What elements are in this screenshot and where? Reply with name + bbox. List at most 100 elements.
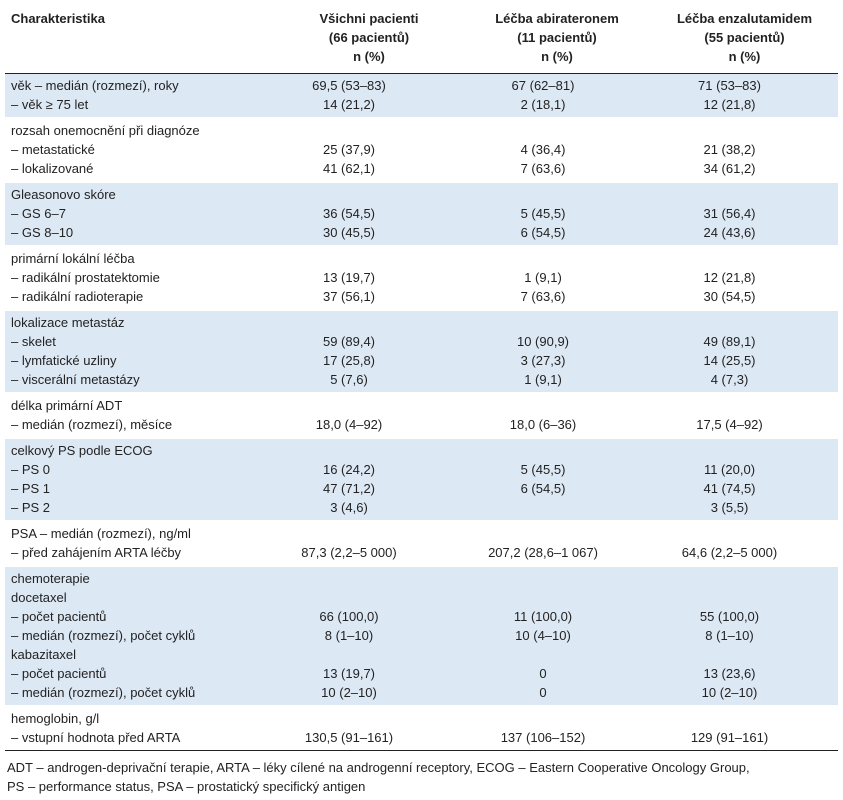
- cell-value: 87,3 (2,2–5 000): [301, 545, 397, 560]
- characteristic-label: docetaxel: [11, 590, 67, 605]
- header-enzalutamide-unit: n (%): [728, 49, 761, 64]
- cell-value: 12 (21,8): [703, 270, 756, 285]
- cell-value: [651, 396, 808, 415]
- cell-value: [463, 588, 623, 607]
- value-cell: 11 (100,0) 10 (4–10) 0 0: [463, 566, 651, 706]
- characteristic-cell: věk – medián (rozmezí), roky – věk ≥ 75 l…: [5, 73, 275, 118]
- cell-value: 69,5 (53–83): [312, 78, 386, 93]
- value-cell: 64,6 (2,2–5 000): [651, 521, 838, 566]
- value-cell: 12 (21,8) 30 (54,5): [651, 246, 838, 310]
- characteristic-label: – radikální prostatektomie: [11, 270, 160, 285]
- table-row-group: primární lokální léčba – radikální prosta…: [5, 246, 838, 310]
- table-row-group: PSA – medián (rozmezí), ng/ml – před zahá…: [5, 521, 838, 566]
- characteristic-label: – věk ≥ 75 let: [11, 97, 89, 112]
- table-row-group: věk – medián (rozmezí), roky – věk ≥ 75 l…: [5, 73, 838, 118]
- value-cell: 18,0 (4–92): [275, 393, 463, 438]
- cell-value: [463, 524, 623, 543]
- cell-value: 130,5 (91–161): [304, 730, 394, 745]
- cell-value: 3 (5,5): [710, 500, 749, 515]
- cell-value: 41 (74,5): [703, 481, 756, 496]
- cell-value: [275, 313, 423, 332]
- characteristic-cell: celkový PS podle ECOG – PS 0 – PS 1 – PS 2: [5, 438, 275, 521]
- value-cell: 25 (37,9) 41 (62,1): [275, 118, 463, 182]
- cell-value: [463, 498, 623, 517]
- characteristic-label: – PS 0: [11, 462, 51, 477]
- header-characteristic: Charakteristika: [11, 11, 105, 26]
- cell-value: 129 (91–161): [690, 730, 769, 745]
- cell-value: 16 (24,2): [322, 462, 376, 477]
- header-all-patients-count: (66 pacientů): [328, 30, 410, 45]
- characteristic-cell: PSA – medián (rozmezí), ng/ml – před zahá…: [5, 521, 275, 566]
- cell-value: [651, 249, 808, 268]
- characteristic-label: lokalizace metastáz: [11, 315, 125, 330]
- table-row-group: celkový PS podle ECOG – PS 0 – PS 1 – PS 2 1…: [5, 438, 838, 521]
- characteristic-label: – lymfatické uzliny: [11, 353, 117, 368]
- cell-value: [275, 249, 423, 268]
- characteristic-label: primární lokální léčba: [11, 251, 135, 266]
- cell-value: [651, 185, 808, 204]
- cell-value: 37 (56,1): [322, 289, 376, 304]
- value-cell: 10 (90,9) 3 (27,3) 1 (9,1): [463, 310, 651, 393]
- value-cell: 71 (53–83) 12 (21,8): [651, 73, 838, 118]
- table-row-group: délka primární ADT – medián (rozmezí), mě…: [5, 393, 838, 438]
- cell-value: 64,6 (2,2–5 000): [681, 545, 778, 560]
- cell-value: 7 (63,6): [520, 289, 566, 304]
- characteristic-cell: primární lokální léčba – radikální prosta…: [5, 246, 275, 310]
- cell-value: [463, 313, 623, 332]
- value-cell: 87,3 (2,2–5 000): [275, 521, 463, 566]
- cell-value: [463, 396, 623, 415]
- cell-value: 49 (89,1): [703, 334, 756, 349]
- characteristic-label: PSA – medián (rozmezí), ng/ml: [11, 526, 191, 541]
- cell-value: 13 (19,7): [322, 270, 376, 285]
- characteristic-label: Gleasonovo skóre: [11, 187, 116, 202]
- characteristic-label: – medián (rozmezí), počet cyklů: [11, 685, 196, 700]
- cell-value: [463, 645, 623, 664]
- header-all-patients-unit: n (%): [353, 49, 385, 64]
- cell-value: 137 (106–152): [500, 730, 586, 745]
- characteristic-label: – PS 1: [11, 481, 51, 496]
- cell-value: 5 (45,5): [520, 206, 566, 221]
- cell-value: [651, 569, 808, 588]
- table-header: Charakteristika Všichni pacienti (66 pac…: [5, 6, 838, 74]
- cell-value: 18,0 (4–92): [315, 417, 383, 432]
- cell-value: [275, 396, 423, 415]
- cell-value: 3 (4,6): [330, 500, 368, 515]
- cell-value: [275, 185, 423, 204]
- cell-value: 10 (4–10): [515, 628, 571, 643]
- characteristic-label: – počet pacientů: [11, 666, 107, 681]
- value-cell: 129 (91–161): [651, 706, 838, 751]
- value-cell: 5 (45,5) 6 (54,5): [463, 182, 651, 246]
- cell-value: [651, 441, 808, 460]
- cell-value: [651, 524, 808, 543]
- cell-value: 24 (43,6): [703, 225, 756, 240]
- cell-value: 12 (21,8): [703, 97, 756, 112]
- cell-value: 0: [539, 666, 547, 681]
- value-cell: 18,0 (6–36): [463, 393, 651, 438]
- value-cell: 130,5 (91–161): [275, 706, 463, 751]
- cell-value: [651, 588, 808, 607]
- value-cell: 207,2 (28,6–1 067): [463, 521, 651, 566]
- characteristic-label: věk – medián (rozmezí), roky: [11, 78, 179, 93]
- table-row-group: lokalizace metastáz – skelet – lymfatické …: [5, 310, 838, 393]
- cell-value: 17,5 (4–92): [696, 417, 763, 432]
- cell-value: [651, 313, 808, 332]
- cell-value: 4 (7,3): [710, 372, 749, 387]
- value-cell: 49 (89,1) 14 (25,5) 4 (7,3): [651, 310, 838, 393]
- value-cell: 17,5 (4–92): [651, 393, 838, 438]
- header-all-patients-title: Všichni pacienti: [319, 11, 419, 26]
- characteristic-label: kabazitaxel: [11, 647, 77, 662]
- cell-value: [275, 645, 423, 664]
- cell-value: [463, 185, 623, 204]
- cell-value: 17 (25,8): [322, 353, 376, 368]
- value-cell: 69,5 (53–83) 14 (21,2): [275, 73, 463, 118]
- cell-value: [651, 121, 808, 140]
- cell-value: 10 (2–10): [701, 685, 758, 700]
- value-cell: 5 (45,5) 6 (54,5): [463, 438, 651, 521]
- cell-value: 2 (18,1): [520, 97, 566, 112]
- cell-value: 21 (38,2): [703, 142, 756, 157]
- cell-value: 4 (36,4): [520, 142, 566, 157]
- cell-value: 59 (89,4): [322, 334, 376, 349]
- cell-value: 30 (54,5): [703, 289, 756, 304]
- characteristic-label: rozsah onemocnění při diagnóze: [11, 123, 200, 138]
- cell-value: 10 (90,9): [516, 334, 570, 349]
